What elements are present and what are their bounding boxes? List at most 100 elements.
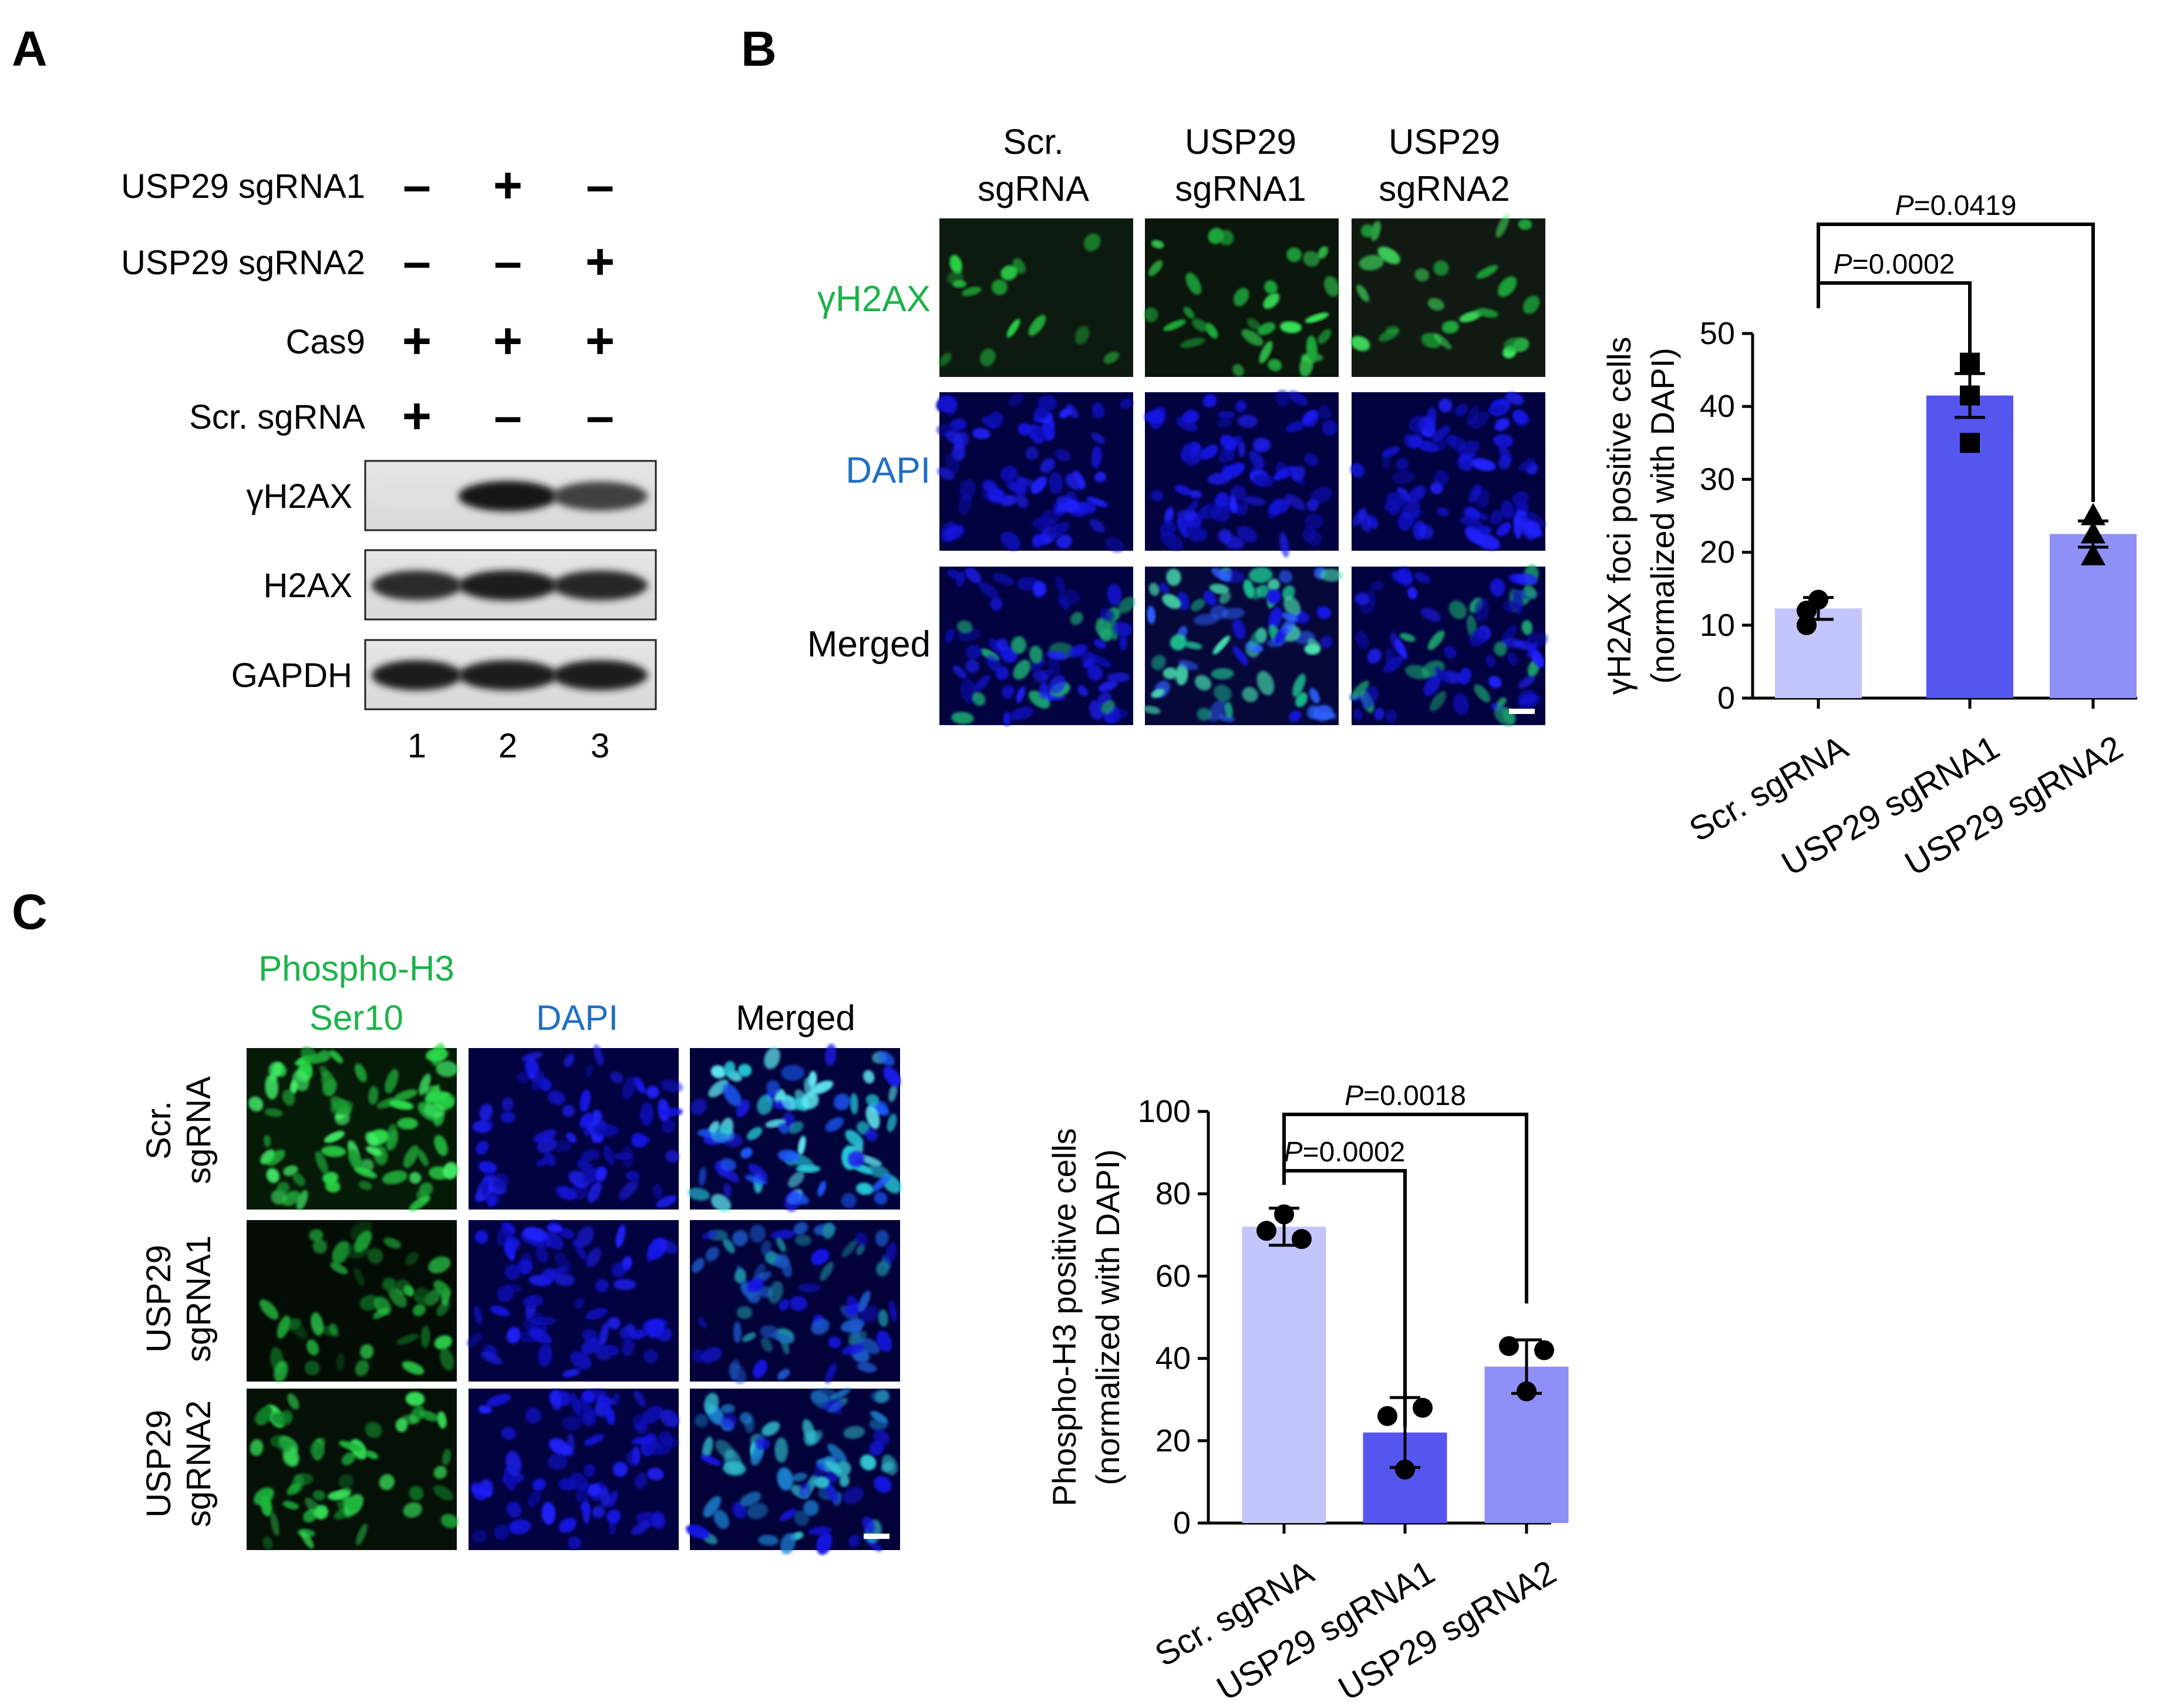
cell-nucleus: [848, 1330, 867, 1347]
cell-nucleus: [1490, 510, 1504, 525]
cell-nucleus: [597, 1393, 611, 1410]
cell-nucleus: [734, 1268, 746, 1283]
data-point-square: [1960, 433, 1980, 453]
cell-nucleus: [1101, 700, 1116, 715]
cell-nucleus: [1047, 521, 1070, 538]
cell-nucleus: [1147, 606, 1155, 624]
micrograph: [469, 1044, 683, 1210]
p-value-label: P=0.0002: [1284, 1137, 1406, 1168]
cell-nucleus: [814, 1476, 830, 1488]
cell-nucleus: [665, 1150, 680, 1163]
cell-nucleus: [552, 1140, 572, 1153]
cell-nucleus: [359, 1295, 380, 1311]
cell-nucleus: [1184, 641, 1202, 650]
cell-nucleus: [979, 348, 996, 366]
cell-nucleus: [875, 1389, 890, 1403]
cell-nucleus: [1042, 420, 1055, 440]
cell-nucleus: [810, 1080, 834, 1094]
cell-nucleus: [871, 1174, 891, 1192]
cell-nucleus: [296, 1190, 308, 1211]
treatment-mark: +: [402, 388, 432, 444]
blot-label: GAPDH: [231, 656, 352, 695]
cell-nucleus: [798, 1283, 821, 1293]
cell-nucleus: [779, 1299, 790, 1311]
cell-nucleus: [1437, 507, 1449, 517]
cell-nucleus: [873, 1429, 890, 1446]
cell-nucleus: [1084, 233, 1101, 252]
cell-nucleus: [504, 1264, 521, 1280]
cell-nucleus: [888, 1300, 897, 1322]
cell-nucleus: [397, 1117, 418, 1130]
treatment-label: USP29 sgRNA1: [121, 167, 365, 206]
cell-nucleus: [338, 1474, 354, 1488]
bar-chart-gh2ax-foci: 0 10 20 30 40 50 γH2AX foci positive cells (nor…: [1601, 190, 2137, 883]
cell-nucleus: [622, 1076, 636, 1100]
cell-nucleus: [1266, 589, 1281, 604]
cell-nucleus: [1264, 280, 1278, 295]
cell-nucleus: [1107, 672, 1130, 683]
cell-nucleus: [1399, 632, 1416, 642]
cell-nucleus: [708, 1079, 729, 1097]
cell-nucleus: [1074, 501, 1097, 515]
cell-nucleus: [282, 1190, 301, 1206]
cell-nucleus: [1407, 587, 1418, 599]
cell-nucleus: [869, 1417, 888, 1431]
cell-nucleus: [292, 1173, 305, 1187]
x-category-label: USP29 sgRNA2: [1899, 728, 2130, 883]
cell-nucleus: [1469, 628, 1488, 646]
cell-nucleus: [747, 1278, 764, 1292]
cell-nucleus: [1370, 581, 1384, 591]
cell-nucleus: [700, 1455, 722, 1466]
cell-nucleus: [1515, 573, 1538, 585]
cell-nucleus: [1427, 630, 1445, 651]
cell-nucleus: [652, 1184, 663, 1199]
cell-nucleus: [1194, 613, 1219, 626]
cell-nucleus: [1243, 579, 1255, 598]
cell-nucleus: [1385, 648, 1396, 671]
cell-nucleus: [322, 1078, 338, 1096]
cell-nucleus: [1211, 567, 1231, 582]
cell-nucleus: [1183, 306, 1195, 319]
cell-nucleus: [1208, 699, 1227, 722]
cell-nucleus: [808, 1071, 817, 1088]
cell-nucleus: [1304, 453, 1319, 467]
cell-nucleus: [1308, 638, 1320, 651]
cell-nucleus: [1214, 492, 1229, 508]
cell-nucleus: [510, 1523, 524, 1531]
scale-bar: [864, 1534, 890, 1539]
cell-nucleus: [517, 1259, 533, 1274]
cell-nucleus: [1518, 219, 1532, 230]
cell-nucleus: [874, 1475, 892, 1493]
cell-nucleus: [753, 1359, 767, 1379]
cell-nucleus: [494, 1173, 510, 1188]
cell-nucleus: [312, 1239, 328, 1254]
cell-nucleus: [1119, 635, 1127, 651]
cell-nucleus: [531, 1071, 545, 1091]
cell-nucleus: [760, 1240, 771, 1256]
cell-nucleus: [426, 1047, 449, 1062]
cell-nucleus: [1435, 666, 1449, 683]
cell-nucleus: [990, 597, 1003, 611]
cell-nucleus: [487, 1194, 497, 1207]
cell-nucleus: [1438, 398, 1453, 413]
cell-nucleus: [885, 1242, 897, 1263]
cell-nucleus: [576, 1226, 594, 1248]
cell-nucleus: [1303, 251, 1320, 267]
cell-nucleus: [1289, 710, 1302, 722]
cell-nucleus: [1029, 645, 1043, 664]
cell-nucleus: [433, 1485, 454, 1501]
cell-nucleus: [1302, 525, 1316, 542]
cell-nucleus: [1068, 644, 1087, 658]
cell-nucleus: [1143, 705, 1161, 715]
cell-nucleus: [1094, 639, 1107, 649]
cell-nucleus: [395, 1089, 418, 1101]
cell-nucleus: [652, 1511, 666, 1530]
cell-nucleus: [382, 1277, 396, 1292]
cell-nucleus: [250, 1439, 264, 1456]
cell-nucleus: [1087, 664, 1103, 681]
cell-nucleus: [1203, 590, 1217, 606]
cell-nucleus: [723, 1461, 746, 1476]
cell-nucleus: [287, 1483, 301, 1495]
cell-nucleus: [823, 1222, 835, 1239]
cell-nucleus: [788, 1171, 804, 1188]
